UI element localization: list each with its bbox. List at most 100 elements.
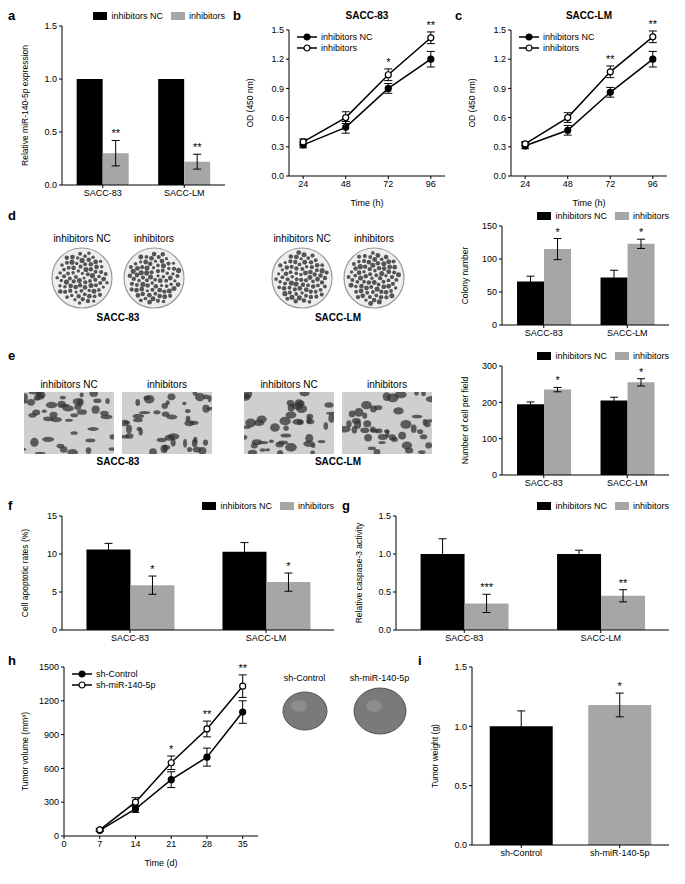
svg-text:48: 48 [563,179,573,189]
svg-text:0.0: 0.0 [44,180,57,190]
html-text:SACC-LM: SACC-LM [565,10,612,21]
svg-text:96: 96 [426,179,436,189]
svg-text:100: 100 [482,254,497,264]
svg-text:**: ** [203,708,212,720]
svg-text:0.0: 0.0 [378,625,391,635]
svg-text:OD (450 nm): OD (450 nm) [245,78,255,127]
svg-text:*: * [386,56,391,68]
svg-text:Time (h): Time (h) [572,198,605,208]
svg-text:Time (d): Time (d) [144,858,177,868]
svg-text:sh-miR-140-5p: sh-miR-140-5p [590,848,650,858]
svg-text:*: * [555,226,560,238]
svg-text:0.5: 0.5 [454,781,467,791]
svg-text:1.5: 1.5 [271,25,284,35]
svg-text:*: * [150,563,155,575]
svg-text:**: ** [649,18,658,30]
svg-text:0.5: 0.5 [44,127,57,137]
svg-text:0: 0 [492,320,497,330]
svg-text:900: 900 [44,730,59,740]
svg-text:SACC-LM: SACC-LM [580,633,621,643]
svg-text:96: 96 [648,179,658,189]
svg-text:150: 150 [482,221,497,231]
svg-text:0.0: 0.0 [493,171,506,181]
svg-text:1.5: 1.5 [493,25,506,35]
svg-text:SACC-LM: SACC-LM [607,478,648,488]
svg-text:*: * [639,366,644,378]
svg-text:**: ** [427,19,436,31]
svg-text:*: * [618,680,623,692]
svg-text:Cell apoptotic rates (%): Cell apoptotic rates (%) [20,529,30,618]
svg-text:SACC-83: SACC-83 [445,633,483,643]
svg-text:1.2: 1.2 [271,54,284,64]
svg-text:0.3: 0.3 [271,142,284,152]
svg-text:35: 35 [238,839,248,849]
svg-text:SACC-LM: SACC-LM [607,328,648,338]
svg-text:Relative miR-140-5p expression: Relative miR-140-5p expression [20,45,30,166]
svg-text:100: 100 [482,434,497,444]
svg-text:10: 10 [47,549,57,559]
svg-text:300: 300 [482,361,497,371]
svg-text:48: 48 [341,179,351,189]
svg-text:5: 5 [52,587,57,597]
svg-text:0.9: 0.9 [493,84,506,94]
svg-text:SACC-LM: SACC-LM [246,633,287,643]
svg-text:1.0: 1.0 [378,549,391,559]
svg-text:1.0: 1.0 [44,74,57,84]
svg-text:***: *** [480,581,494,593]
svg-text:Tumor volume (mm³): Tumor volume (mm³) [20,712,30,791]
svg-text:50: 50 [487,287,497,297]
svg-text:**: ** [238,662,247,674]
svg-text:0: 0 [492,470,497,480]
svg-text:0: 0 [54,831,59,841]
svg-text:15: 15 [47,511,57,521]
svg-text:Colony number: Colony number [460,247,470,305]
svg-text:**: ** [111,127,120,139]
svg-text:0.6: 0.6 [493,113,506,123]
svg-text:SACC-LM: SACC-LM [164,188,205,198]
svg-text:**: ** [619,577,628,589]
svg-text:1.5: 1.5 [454,662,467,672]
svg-text:1.2: 1.2 [493,54,506,64]
svg-text:SACC-83: SACC-83 [111,633,149,643]
svg-text:72: 72 [383,179,393,189]
svg-text:0.6: 0.6 [271,113,284,123]
svg-text:SACC-83: SACC-83 [84,188,122,198]
svg-text:Tumor weight (g): Tumor weight (g) [430,724,440,788]
svg-text:28: 28 [202,839,212,849]
svg-text:0.3: 0.3 [493,142,506,152]
svg-text:24: 24 [520,179,530,189]
svg-text:0.9: 0.9 [271,84,284,94]
svg-text:1.5: 1.5 [378,511,391,521]
svg-text:*: * [555,374,560,386]
svg-text:Relative caspase-3 activity: Relative caspase-3 activity [354,522,364,623]
svg-text:1.0: 1.0 [454,722,467,732]
svg-text:**: ** [193,141,202,153]
svg-text:**: ** [606,53,615,65]
svg-text:*: * [639,226,644,238]
svg-text:0.5: 0.5 [378,587,391,597]
svg-text:72: 72 [605,179,615,189]
svg-text:24: 24 [298,179,308,189]
svg-text:SACC-83: SACC-83 [525,328,563,338]
svg-text:21: 21 [166,839,176,849]
svg-text:600: 600 [44,764,59,774]
svg-text:1200: 1200 [39,696,59,706]
svg-text:7: 7 [97,839,102,849]
svg-text:300: 300 [44,797,59,807]
svg-text:OD (450 nm): OD (450 nm) [467,78,477,127]
svg-text:0.0: 0.0 [454,840,467,850]
svg-text:14: 14 [130,839,140,849]
svg-text:Number of cell per field: Number of cell per field [460,377,470,465]
svg-text:0: 0 [52,625,57,635]
svg-text:200: 200 [482,398,497,408]
svg-text:Time (h): Time (h) [350,198,383,208]
html-text:SACC-83: SACC-83 [345,10,389,21]
svg-text:0.0: 0.0 [271,171,284,181]
svg-text:*: * [169,743,174,755]
svg-text:SACC-83: SACC-83 [525,478,563,488]
svg-text:0: 0 [61,839,66,849]
svg-text:1.5: 1.5 [44,21,57,31]
svg-text:1500: 1500 [39,662,59,672]
svg-text:*: * [286,560,291,572]
svg-text:sh-Control: sh-Control [500,848,542,858]
